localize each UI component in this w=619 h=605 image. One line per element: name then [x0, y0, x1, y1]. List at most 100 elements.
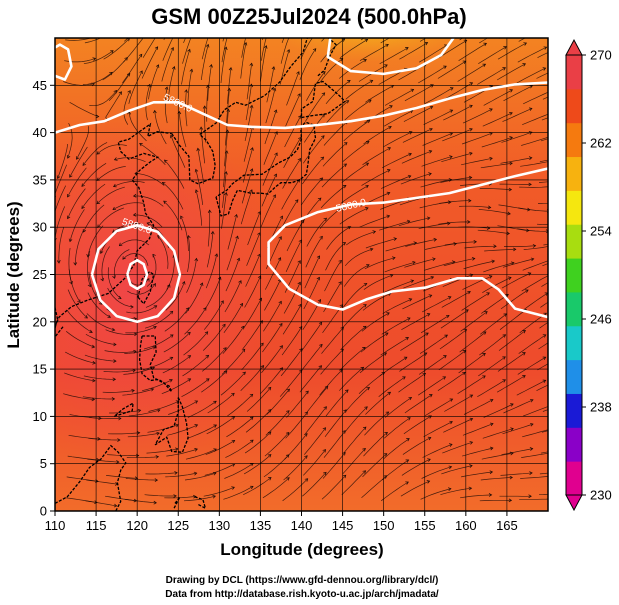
streamline-arrow — [530, 257, 535, 262]
streamline — [380, 481, 409, 502]
streamline — [402, 437, 431, 455]
streamline-arrow — [449, 420, 453, 425]
streamline — [420, 315, 450, 334]
streamline — [304, 427, 326, 455]
streamline — [261, 345, 283, 374]
streamline — [103, 369, 136, 373]
streamline — [305, 236, 323, 268]
streamline — [460, 494, 492, 499]
streamline — [461, 292, 490, 311]
streamline-arrow — [529, 398, 534, 403]
streamline — [440, 487, 472, 496]
streamline-arrow — [448, 465, 453, 470]
streamline — [483, 262, 514, 273]
streamline-arrow — [428, 172, 432, 176]
streamline — [84, 354, 117, 362]
coastline — [55, 122, 172, 327]
streamline-arrow — [384, 64, 388, 68]
streamline — [522, 113, 548, 126]
streamline-arrow — [339, 369, 343, 373]
streamline — [102, 390, 135, 393]
streamline-arrow — [510, 451, 514, 456]
streamline — [195, 189, 203, 226]
streamline-arrow — [369, 247, 374, 252]
credit-drawing: Drawing by DCL (https://www.gfd-dennou.o… — [166, 575, 439, 586]
streamline — [82, 142, 108, 166]
streamline-arrow — [345, 100, 350, 104]
streamline-arrow — [194, 189, 199, 193]
streamline — [167, 424, 198, 436]
streamline — [339, 367, 364, 391]
streamline — [502, 108, 533, 122]
streamline — [383, 280, 414, 294]
streamline — [264, 432, 290, 457]
streamline-arrow — [228, 67, 233, 71]
streamline — [342, 283, 368, 308]
streamline — [442, 274, 473, 287]
streamline-arrow — [503, 313, 508, 317]
streamline-arrow — [271, 66, 276, 70]
streamline-arrow — [386, 169, 391, 173]
streamline-arrow — [529, 447, 534, 451]
streamline — [244, 275, 262, 308]
streamline — [540, 451, 548, 454]
streamline-arrow — [502, 356, 506, 360]
streamline — [401, 150, 432, 164]
y-tick-label: 10 — [33, 409, 47, 424]
streamline-arrow — [468, 198, 472, 203]
streamline-arrow — [89, 329, 93, 334]
streamline — [339, 207, 369, 225]
streamline — [365, 238, 397, 249]
streamline — [286, 390, 309, 418]
streamline-arrow — [469, 464, 473, 468]
streamline — [142, 38, 156, 58]
streamline — [265, 410, 290, 436]
streamline-arrow — [169, 356, 174, 361]
streamline — [520, 476, 548, 479]
streamline — [460, 311, 488, 332]
streamline — [284, 433, 308, 460]
streamline — [341, 470, 366, 495]
streamline-arrow — [366, 263, 370, 268]
streamline-arrow — [154, 478, 159, 482]
streamline-arrow — [342, 452, 346, 456]
streamline-arrow — [204, 331, 209, 335]
colorbar-segment — [566, 122, 582, 158]
streamline — [425, 243, 457, 250]
colorbar-segment — [566, 156, 582, 191]
streamline — [539, 321, 548, 329]
streamline — [497, 352, 526, 372]
streamline-arrow — [130, 305, 134, 309]
streamline — [423, 421, 453, 438]
streamline — [63, 393, 95, 400]
streamline — [224, 280, 242, 313]
streamline — [457, 375, 486, 394]
streamline — [517, 356, 546, 375]
streamline — [226, 416, 254, 438]
streamline-arrow — [278, 236, 282, 240]
streamline-arrow — [174, 447, 179, 452]
streamline-arrow — [111, 30, 114, 33]
streamline-arrow — [272, 194, 276, 198]
streamline — [538, 342, 548, 350]
streamline-arrow — [387, 147, 391, 151]
streamline-arrow — [231, 416, 236, 420]
streamline-arrow — [426, 480, 431, 484]
streamline — [482, 428, 514, 439]
streamline-arrow — [112, 377, 117, 382]
streamline-arrow — [410, 279, 415, 284]
streamline — [187, 400, 217, 418]
streamline-arrow — [171, 66, 176, 70]
streamline — [303, 449, 326, 476]
streamline-arrow — [503, 46, 507, 50]
streamline — [496, 63, 526, 81]
streamline — [286, 71, 300, 106]
streamline — [87, 225, 104, 257]
streamline-arrow — [180, 215, 184, 220]
streamline-arrow — [447, 221, 451, 226]
streamline — [180, 215, 189, 252]
streamline-arrow — [363, 304, 367, 308]
streamline-arrow — [509, 136, 513, 140]
streamline — [461, 157, 493, 166]
